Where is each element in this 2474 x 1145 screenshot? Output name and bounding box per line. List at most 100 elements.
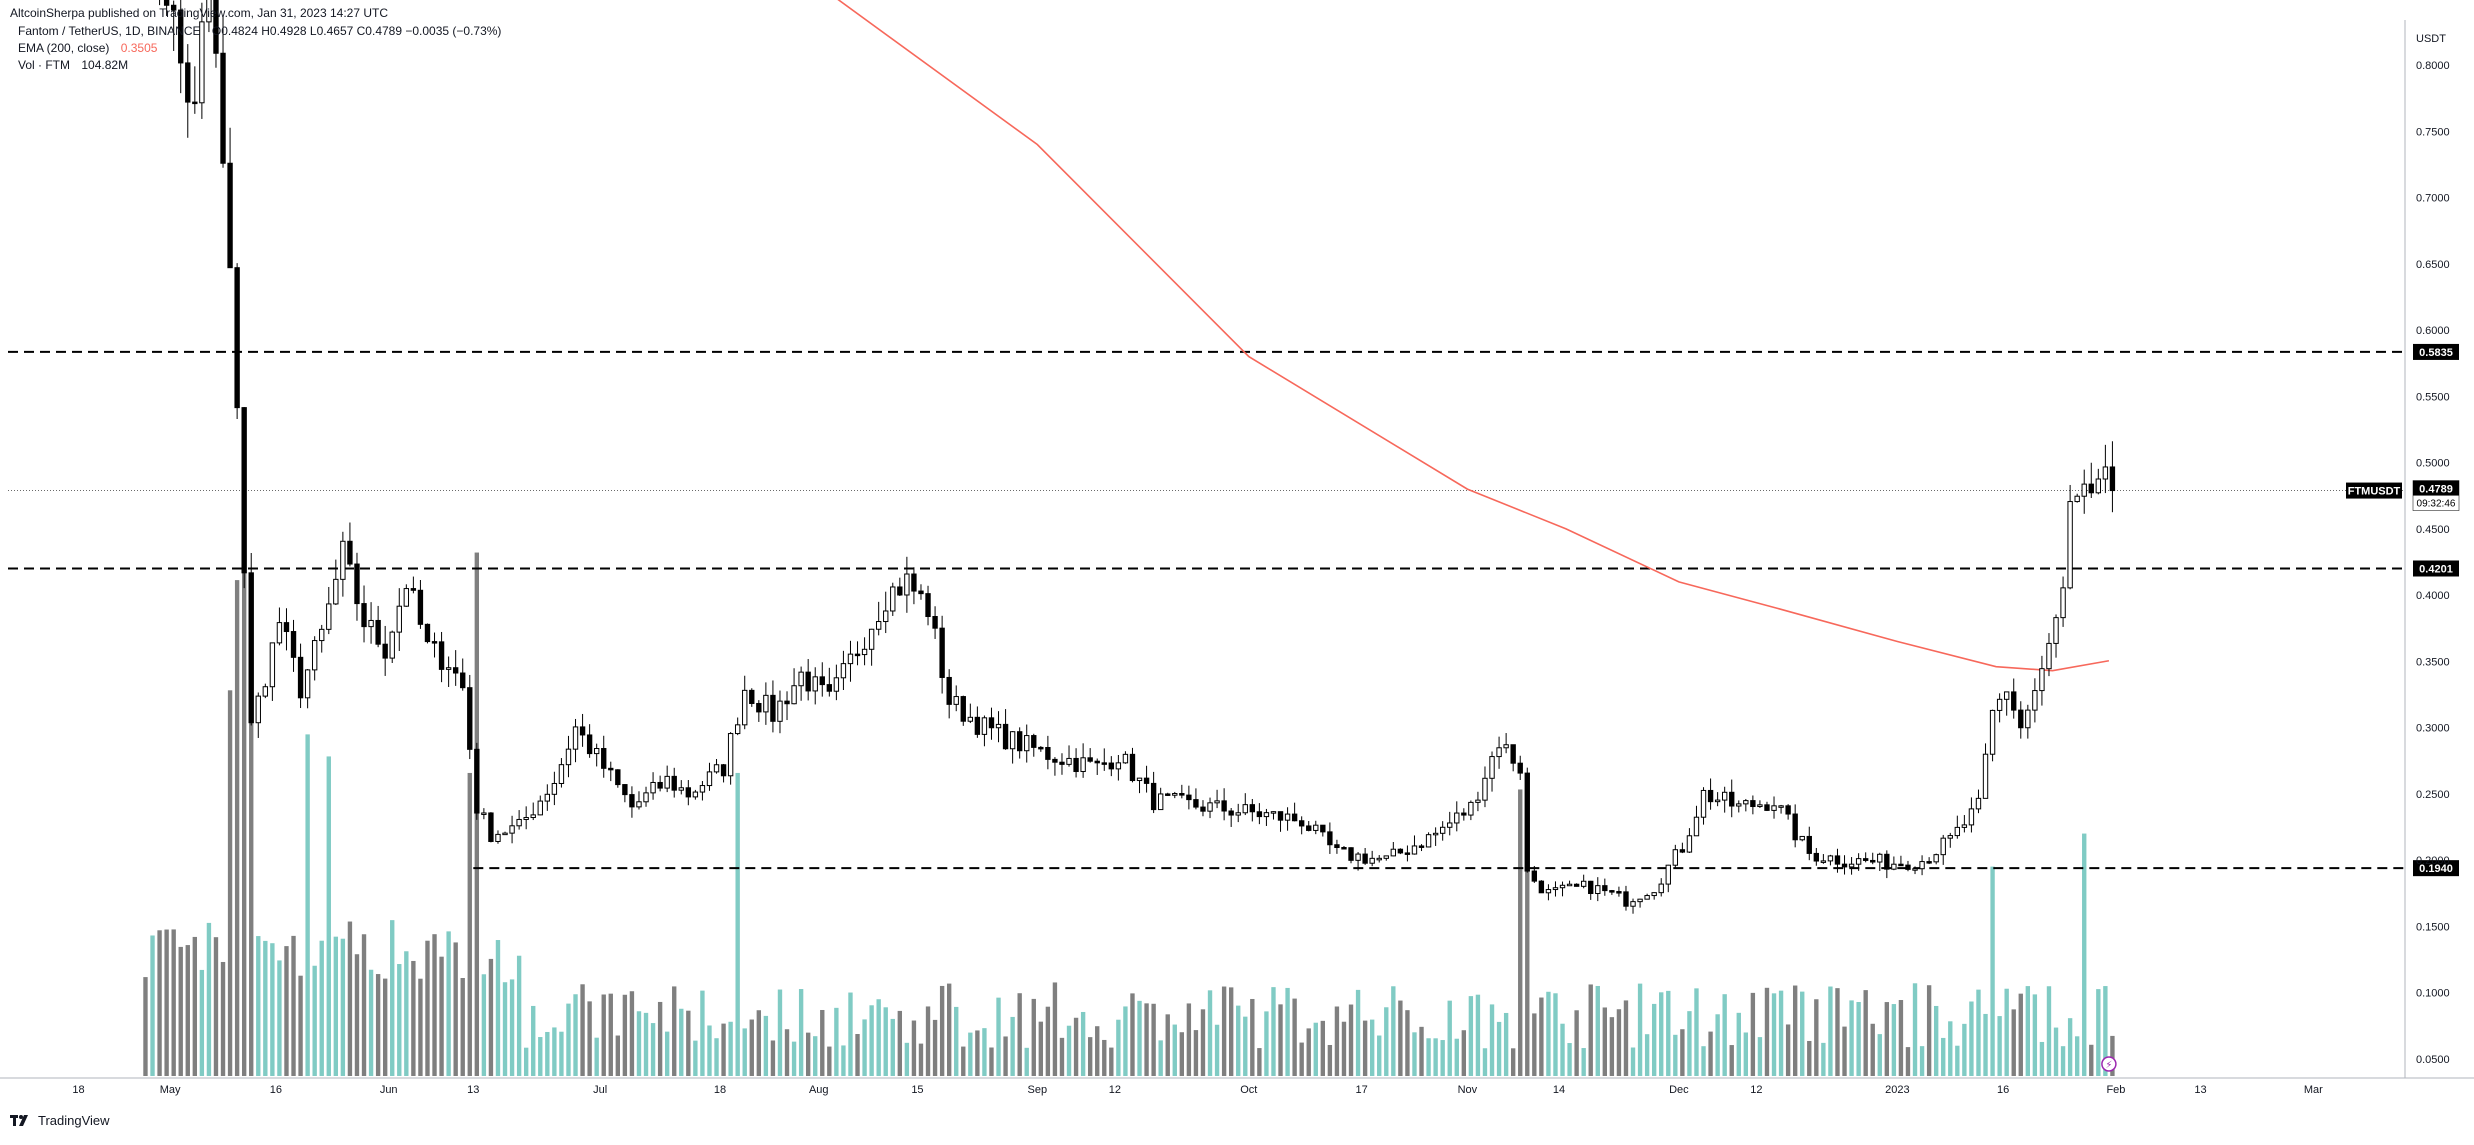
candle-body[interactable] [2053, 617, 2059, 644]
candle-body[interactable] [1136, 777, 1143, 782]
candle-body[interactable] [361, 603, 367, 628]
candle-body[interactable] [854, 653, 861, 657]
candle-body[interactable] [699, 785, 706, 793]
candle-body[interactable] [354, 563, 360, 605]
candle-body[interactable] [375, 619, 381, 645]
candle-body[interactable] [643, 792, 649, 803]
candle-body[interactable] [1870, 859, 1876, 863]
candle-body[interactable] [2018, 709, 2024, 729]
candle-body[interactable] [1172, 793, 1178, 796]
candle-body[interactable] [1355, 853, 1361, 861]
candle-body[interactable] [1052, 758, 1058, 763]
candle-body[interactable] [311, 640, 318, 671]
candle-body[interactable] [1038, 746, 1044, 750]
candle-body[interactable] [1975, 797, 1982, 810]
candle-body[interactable] [1552, 887, 1559, 891]
candle-body[interactable] [516, 818, 522, 827]
candle-body[interactable] [1397, 848, 1404, 854]
candle-body[interactable] [1531, 870, 1538, 882]
candle-body[interactable] [460, 672, 466, 689]
candle-body[interactable] [1989, 709, 1996, 755]
candle-body[interactable] [262, 686, 269, 697]
candle-body[interactable] [1707, 789, 1714, 803]
candle-body[interactable] [939, 627, 945, 678]
candle-body[interactable] [1877, 853, 1883, 863]
candle-body[interactable] [1122, 753, 1129, 764]
candle-body[interactable] [1291, 813, 1298, 822]
candle-body[interactable] [1721, 791, 1728, 801]
candle-body[interactable] [1115, 762, 1122, 770]
candle-body[interactable] [1827, 855, 1834, 862]
candle-body[interactable] [227, 162, 233, 269]
candle-body[interactable] [1693, 816, 1700, 837]
candle-body[interactable] [1658, 883, 1664, 894]
candle-body[interactable] [488, 812, 494, 842]
candle-body[interactable] [241, 407, 247, 574]
candle-body[interactable] [269, 642, 276, 688]
candle-body[interactable] [1404, 852, 1411, 855]
candle-body[interactable] [1757, 804, 1763, 808]
candle-body[interactable] [579, 726, 586, 736]
candle-body[interactable] [1545, 889, 1552, 894]
candle-body[interactable] [1045, 747, 1051, 760]
candle-body[interactable] [544, 793, 551, 802]
candle-body[interactable] [650, 781, 656, 794]
candle-body[interactable] [1094, 760, 1100, 764]
candle-body[interactable] [1771, 805, 1777, 811]
candle-body[interactable] [770, 694, 776, 722]
candle-body[interactable] [481, 812, 487, 815]
candle-body[interactable] [1454, 812, 1460, 824]
candle-body[interactable] [410, 588, 417, 591]
candle-body[interactable] [1580, 880, 1587, 887]
candle-body[interactable] [220, 52, 226, 164]
candle-body[interactable] [1073, 757, 1079, 773]
candle-body[interactable] [805, 671, 811, 692]
candle-body[interactable] [1270, 811, 1277, 814]
candle-body[interactable] [974, 716, 981, 735]
candle-body[interactable] [1432, 832, 1439, 836]
candle-body[interactable] [2003, 691, 2010, 700]
candle-body[interactable] [1207, 802, 1213, 812]
candle-body[interactable] [1524, 772, 1530, 872]
candle-body[interactable] [1418, 845, 1425, 848]
candle-body[interactable] [615, 769, 621, 786]
candle-body[interactable] [1644, 895, 1650, 900]
candle-body[interactable] [1024, 735, 1030, 752]
candle-body[interactable] [1277, 811, 1284, 821]
candle-body[interactable] [290, 631, 297, 658]
candle-body[interactable] [1799, 835, 1805, 841]
candle-body[interactable] [1679, 849, 1686, 853]
candle-body[interactable] [629, 794, 635, 808]
candle-body[interactable] [861, 648, 868, 656]
candle-body[interactable] [1510, 744, 1516, 764]
candle-body[interactable] [692, 791, 699, 798]
candle-body[interactable] [960, 696, 966, 722]
candle-body[interactable] [452, 667, 459, 674]
candle-body[interactable] [883, 610, 889, 623]
candle-body[interactable] [234, 267, 240, 409]
candle-body[interactable] [199, 21, 205, 104]
candle-body[interactable] [1475, 799, 1481, 803]
candle-body[interactable] [657, 781, 663, 789]
candle-body[interactable] [1235, 812, 1241, 816]
candle-body[interactable] [1059, 761, 1065, 765]
candle-body[interactable] [1193, 799, 1199, 808]
candle-body[interactable] [847, 653, 854, 665]
candle-body[interactable] [1573, 883, 1580, 887]
candle-body[interactable] [1439, 826, 1446, 834]
candle-body[interactable] [1468, 801, 1474, 816]
candle-body[interactable] [918, 590, 924, 595]
candle-body[interactable] [319, 628, 325, 642]
candle-body[interactable] [1009, 731, 1016, 750]
candle-body[interactable] [283, 622, 290, 633]
candle-body[interactable] [502, 832, 508, 836]
candle-body[interactable] [1855, 858, 1862, 865]
candle-body[interactable] [1313, 824, 1319, 831]
candle-body[interactable] [530, 814, 536, 819]
candle-body[interactable] [1348, 847, 1354, 861]
candle-body[interactable] [671, 775, 677, 791]
candle-body[interactable] [2011, 691, 2017, 711]
candle-body[interactable] [1961, 824, 1968, 828]
candle-body[interactable] [347, 540, 353, 565]
